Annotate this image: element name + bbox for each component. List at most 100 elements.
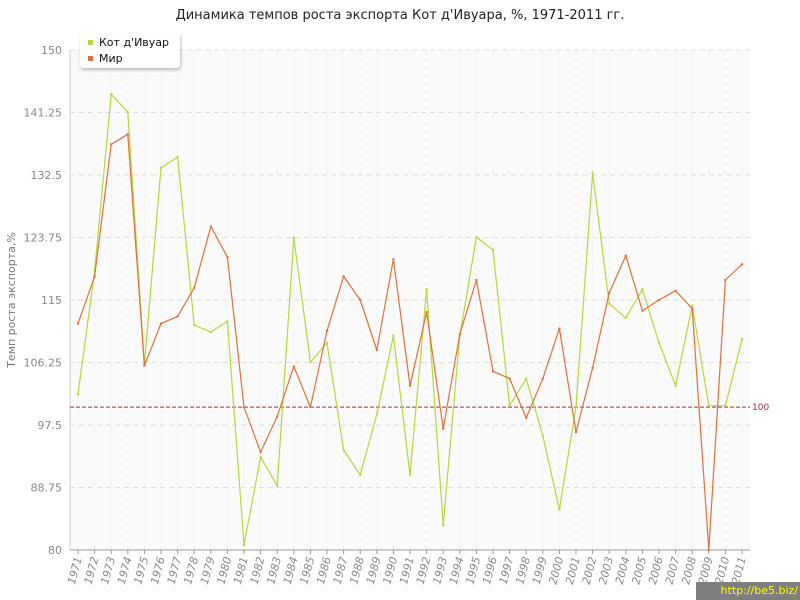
data-point (159, 166, 163, 170)
reference-line-label: 100 (752, 403, 769, 413)
data-point (458, 333, 461, 336)
data-point (740, 338, 744, 341)
y-tick-label: 80 (48, 544, 62, 557)
data-point (608, 302, 611, 305)
data-point (159, 322, 163, 325)
data-point (226, 255, 229, 259)
y-axis-label: Темп роста экспорта,% (5, 232, 18, 369)
data-point (309, 405, 312, 409)
legend-label-world: Мир (99, 52, 123, 65)
data-point (309, 360, 312, 364)
data-point (342, 275, 345, 278)
data-point (242, 405, 246, 409)
data-point (724, 278, 727, 282)
data-point (408, 384, 412, 387)
data-point (276, 484, 279, 487)
data-point (242, 543, 246, 547)
data-point (176, 315, 179, 318)
data-point (475, 235, 478, 239)
y-tick-label: 141.25 (24, 107, 63, 120)
data-point (392, 334, 395, 337)
x-tick-labels: 1971197219731974197519761977197819791980… (65, 555, 749, 585)
grid (70, 49, 750, 554)
data-point (176, 155, 179, 159)
data-point (93, 275, 96, 278)
y-tick-label: 132.5 (31, 169, 63, 182)
data-point (325, 329, 329, 332)
data-point (126, 133, 129, 136)
data-point (541, 434, 544, 437)
data-point (674, 384, 677, 387)
data-point (442, 523, 445, 527)
legend: Кот д'Ивуар Мир (80, 34, 180, 68)
data-point (209, 225, 212, 228)
data-point (375, 348, 378, 352)
data-point (143, 364, 146, 367)
data-point (193, 286, 196, 290)
chart-title: Динамика темпов роста экспорта Кот д'Иву… (175, 8, 625, 23)
data-point (724, 404, 727, 407)
data-point (558, 508, 561, 511)
legend-item-world: Мир (88, 52, 123, 66)
data-point (657, 298, 661, 302)
legend-swatch-cote-divoire (88, 39, 93, 45)
data-point (624, 254, 627, 257)
y-tick-label: 115 (41, 294, 62, 307)
data-point (292, 365, 295, 368)
y-tick-label: 97.5 (38, 419, 63, 432)
data-point (475, 278, 478, 282)
data-point (392, 258, 395, 261)
y-tick-label: 106.25 (24, 357, 63, 370)
data-point (691, 304, 694, 307)
data-point (342, 448, 345, 452)
data-point (491, 370, 495, 373)
reference-line-group: 100 (70, 403, 769, 413)
data-point (292, 236, 295, 240)
data-point (76, 393, 80, 396)
data-point (624, 316, 627, 320)
data-point (608, 291, 611, 295)
legend-item-cote-divoire: Кот д'Ивуар (88, 36, 169, 50)
data-point (674, 289, 677, 292)
data-point (276, 415, 279, 418)
data-point (110, 143, 113, 146)
data-point (359, 298, 362, 302)
data-point (425, 310, 428, 314)
series-group (76, 93, 744, 552)
data-point (558, 327, 561, 330)
data-point (110, 93, 113, 96)
y-tick-label: 150 (41, 44, 62, 57)
data-point (491, 248, 495, 252)
data-point (325, 341, 329, 345)
data-point (574, 405, 578, 409)
data-point (525, 377, 528, 380)
data-point (541, 377, 544, 380)
data-point (442, 427, 445, 430)
data-point (707, 404, 710, 407)
data-point (657, 341, 661, 345)
data-point (574, 430, 578, 434)
data-point (126, 110, 129, 114)
y-tick-label: 88.75 (31, 482, 63, 495)
data-point (691, 307, 694, 310)
data-point (193, 323, 196, 327)
data-point (425, 288, 428, 291)
data-point (591, 171, 594, 175)
data-point (226, 320, 229, 323)
y-tick-labels: 80 88.75 97.5 106.25 115 123.75 132.5 141.25 150 (24, 44, 63, 557)
data-point (707, 548, 710, 552)
watermark-link[interactable]: http://be5.biz/ (696, 582, 800, 600)
data-point (641, 309, 644, 312)
data-point (259, 450, 262, 454)
data-point (525, 416, 528, 420)
data-point (591, 366, 594, 370)
y-tick-label: 123.75 (24, 232, 63, 245)
data-point (508, 377, 511, 380)
data-point (259, 455, 262, 459)
data-point (76, 322, 80, 325)
data-point (408, 473, 412, 477)
data-point (209, 330, 212, 334)
data-point (740, 263, 744, 266)
data-point (375, 413, 378, 416)
